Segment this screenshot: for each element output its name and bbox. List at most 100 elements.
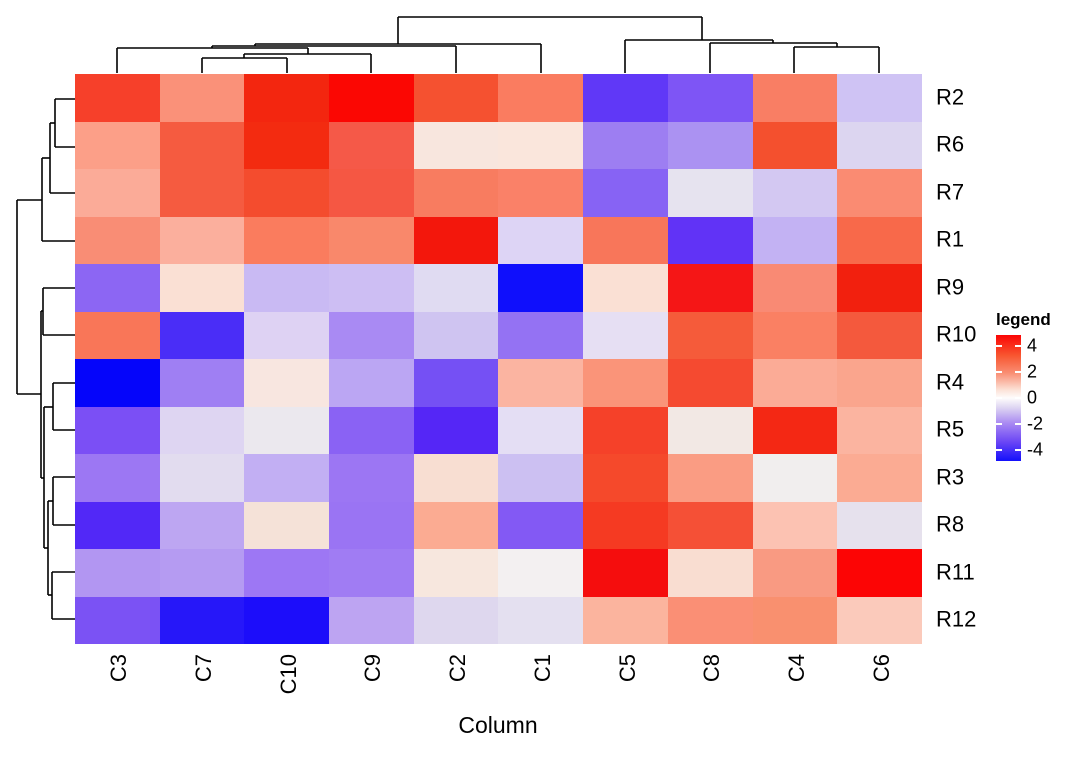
heatmap-cell [583, 216, 668, 264]
heatmap-cell [667, 359, 753, 407]
heatmap-cell [498, 216, 584, 264]
heatmap-cell [244, 549, 330, 597]
heatmap-cell [244, 596, 330, 644]
heatmap-cell [837, 216, 922, 264]
row-label: R6 [936, 131, 965, 157]
heatmap-cell [667, 74, 753, 122]
heatmap-cell [752, 359, 838, 407]
heatmap-cell [498, 74, 584, 122]
heatmap-cell [498, 406, 584, 454]
heatmap-cell [583, 359, 668, 407]
heatmap-cell [329, 549, 414, 597]
heatmap-cell [329, 216, 414, 264]
legend-tick-mark [1015, 397, 1021, 399]
row-dendrogram [16, 98, 75, 620]
heatmap-cell [159, 74, 245, 122]
heatmap-cell [837, 74, 922, 122]
heatmap-cell [159, 216, 245, 264]
heatmap-cell [837, 121, 922, 169]
heatmap-cell [752, 169, 838, 217]
heatmap-cell [413, 121, 499, 169]
heatmap-cell [159, 121, 245, 169]
heatmap-cell [667, 264, 753, 312]
heatmap-cell [244, 264, 330, 312]
heatmap-cell [752, 264, 838, 312]
heatmap-cell [667, 454, 753, 502]
heatmap-cell [244, 359, 330, 407]
heatmap-cell [75, 169, 160, 217]
heatmap-cell [837, 169, 922, 217]
heatmap-cell [413, 549, 499, 597]
heatmap-cell [413, 74, 499, 122]
column-label: C6 [868, 654, 894, 683]
heatmap-cell [498, 121, 584, 169]
heatmap-cell [329, 169, 414, 217]
heatmap-cell [75, 74, 160, 122]
heatmap-cell [583, 169, 668, 217]
heatmap-cell [75, 596, 160, 644]
heatmap-cell [667, 169, 753, 217]
heatmap-cell [413, 596, 499, 644]
heatmap-cell [159, 454, 245, 502]
column-label: C8 [699, 654, 725, 683]
heatmap-cell [159, 596, 245, 644]
heatmap-cell [583, 406, 668, 454]
heatmap-cell [583, 311, 668, 359]
row-label: R7 [936, 179, 965, 205]
heatmap-cell [498, 359, 584, 407]
row-label: R1 [936, 226, 965, 252]
heatmap-cell [583, 596, 668, 644]
heatmap-cell [498, 311, 584, 359]
x-axis-title: Column [458, 712, 538, 738]
heatmap-cell [752, 74, 838, 122]
heatmap-cell [837, 454, 922, 502]
heatmap-cell [413, 311, 499, 359]
heatmap-cell [329, 359, 414, 407]
heatmap-cell [667, 216, 753, 264]
heatmap-cell [75, 549, 160, 597]
column-label: C10 [275, 654, 301, 695]
heatmap-cell [667, 501, 753, 549]
heatmap-cell [413, 501, 499, 549]
heatmap-cell [159, 311, 245, 359]
column-label: C4 [783, 654, 809, 683]
heatmap-cell [752, 311, 838, 359]
legend-tick-mark [1015, 448, 1021, 451]
heatmap-cell [329, 501, 414, 549]
legend-tick-label: 2 [1027, 361, 1038, 382]
column-label: C3 [106, 654, 132, 683]
heatmap-cell [329, 311, 414, 359]
heatmap-cell [159, 406, 245, 454]
heatmap-cell [75, 406, 160, 454]
heatmap-cell [329, 74, 414, 122]
heatmap-cell [752, 596, 838, 644]
heatmap-cell [329, 406, 414, 454]
heatmap-cell [244, 311, 330, 359]
legend-tick-label: 4 [1027, 335, 1038, 356]
heatmap-cell [667, 311, 753, 359]
heatmap-cell [159, 169, 245, 217]
row-label: R11 [936, 559, 975, 585]
heatmap-cell [667, 596, 753, 644]
legend-tick-mark [1015, 371, 1021, 374]
heatmap-cell [75, 311, 160, 359]
heatmap-cell [583, 74, 668, 122]
heatmap-cell [244, 454, 330, 502]
heatmap-cell [413, 454, 499, 502]
heatmap-cell [752, 501, 838, 549]
legend-title: legend [996, 310, 1051, 329]
heatmap-grid [75, 74, 922, 644]
column-label: C2 [445, 654, 471, 683]
heatmap-cell [159, 501, 245, 549]
heatmap-cell [752, 454, 838, 502]
legend-tick-mark [1015, 345, 1021, 348]
row-label: R10 [936, 321, 977, 347]
row-label: R2 [936, 84, 965, 110]
legend-tick-mark [996, 422, 1002, 425]
heatmap-cell [159, 264, 245, 312]
heatmap-cell [667, 121, 753, 169]
heatmap-cell [75, 216, 160, 264]
heatmap-cell [498, 264, 584, 312]
row-label: R4 [936, 369, 965, 395]
